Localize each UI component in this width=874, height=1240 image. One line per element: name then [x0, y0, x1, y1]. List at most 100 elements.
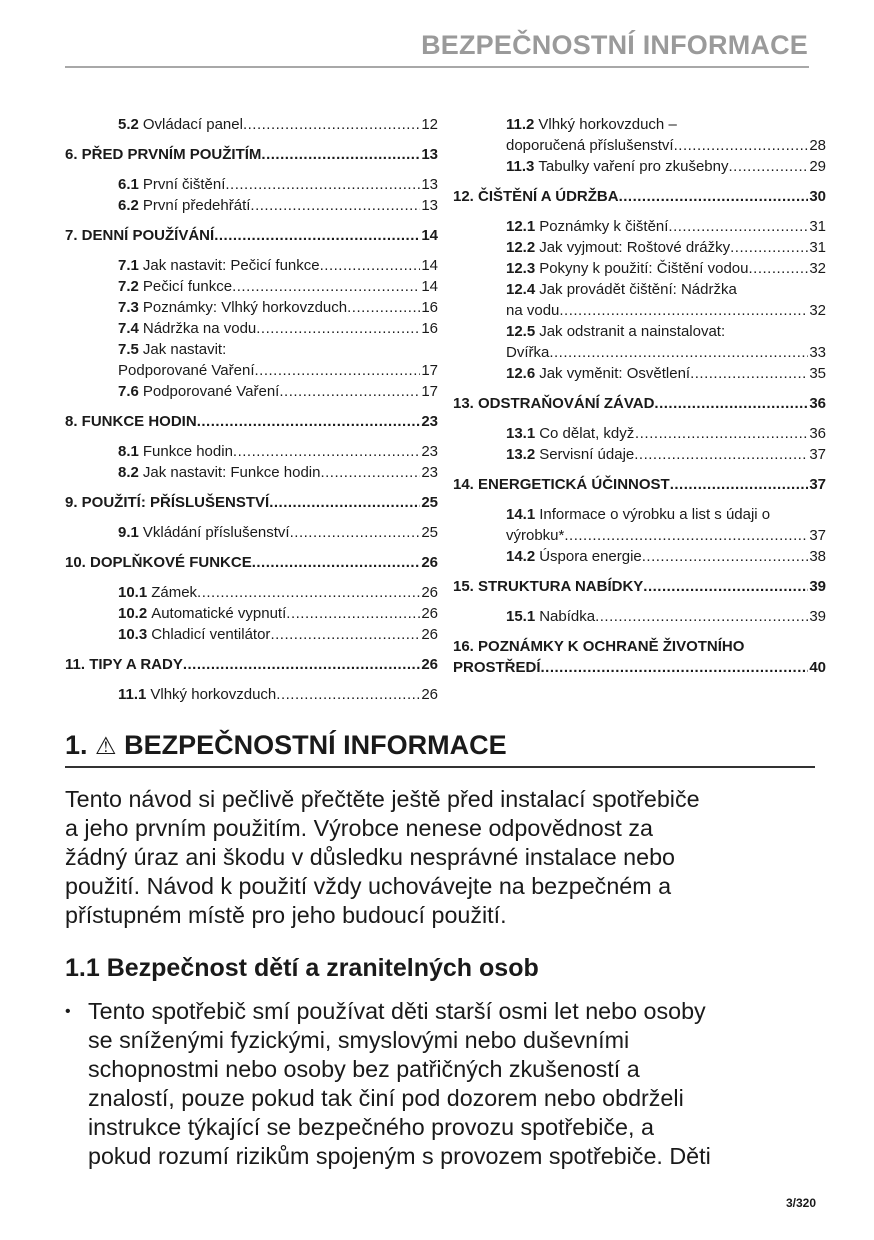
toc-entry-title: Servisní údaje [539, 446, 635, 463]
toc-entry[interactable]: 8. FUNKCE HODIN 23 [65, 411, 438, 432]
toc-entry[interactable]: 6. PŘED PRVNÍM POUŽITÍM 13 [65, 144, 438, 165]
toc-entry-page: 38 [809, 548, 826, 565]
toc-dot-leader [748, 258, 808, 279]
toc-entry-title: Jak vyjmout: Roštové drážky [539, 239, 731, 256]
toc-entry-page: 32 [809, 260, 826, 277]
toc-entry-page: 39 [809, 578, 826, 595]
toc-entry-number: 12.3 [506, 260, 536, 277]
toc-entry-number: 14.1 [506, 506, 536, 523]
toc-entry-page: 16 [421, 320, 438, 337]
toc-entry-page: 40 [809, 659, 826, 676]
paragraph-line: použití. Návod k použití vždy uchovávejt… [65, 873, 672, 899]
toc-entry-page: 37 [809, 476, 826, 493]
bullet-line: schopnostmi nebo osoby bez patřičných zk… [88, 1056, 640, 1082]
toc-entry-number: 10.1 [118, 584, 148, 601]
toc-entry-title: Jak vyměnit: Osvětlení [539, 365, 691, 382]
toc-entry[interactable]: Dvířka 33 [453, 342, 826, 363]
toc-entry-title: Pečicí funkce [142, 278, 233, 295]
toc-entry-line[interactable]: 16. POZNÁMKY K OCHRANĚ ŽIVOTNÍHO [453, 636, 826, 657]
toc-entry-number: 11.1 [118, 686, 147, 703]
toc-dot-leader [634, 444, 808, 465]
toc-entry-number: 11.2 [506, 116, 535, 133]
toc-entry-title: 12. ČIŠTĚNÍ A ÚDRŽBA [453, 188, 619, 205]
toc-entry[interactable]: PROSTŘEDÍ 40 [453, 657, 826, 678]
toc-entry-title: 13. ODSTRAŇOVÁNÍ ZÁVAD [453, 395, 655, 412]
toc-entry-number: 10.3 [118, 626, 148, 643]
bullet-line: pokud rozumí rizikům spojeným s provozem… [88, 1143, 711, 1169]
toc-entry-number: 15.1 [506, 608, 536, 625]
toc-entry-line[interactable]: 11.2 Vlhký horkovzduch – [453, 114, 826, 135]
toc-entry[interactable]: 13.1Co dělat, když… 36 [453, 423, 826, 444]
toc-entry-page: 26 [421, 605, 438, 622]
toc-entry-page: 14 [421, 278, 438, 295]
toc-entry-title: Dvířka [506, 344, 550, 361]
toc-entry-number: 10.2 [118, 605, 148, 622]
toc-dot-leader [233, 441, 420, 462]
toc-entry[interactable]: 10. DOPLŇKOVÉ FUNKCE 26 [65, 552, 438, 573]
toc-entry-title: 7. DENNÍ POUŽÍVÁNÍ [65, 227, 215, 244]
toc-entry-number: 14.2 [506, 548, 536, 565]
toc-entry-title: Jak odstranit a nainstalovat: [539, 323, 726, 340]
toc-dot-leader [197, 411, 421, 432]
bullet-line: Tento spotřebič smí používat děti starší… [88, 998, 706, 1024]
toc-entry[interactable]: 9. POUŽITÍ: PŘÍSLUŠENSTVÍ 25 [65, 492, 438, 513]
toc-entry-title: Tabulky vaření pro zkušebny [538, 158, 729, 175]
toc-entry-title: Informace o výrobku a list s údaji o [539, 506, 771, 523]
toc-entry[interactable]: Podporované Vaření 17 [65, 360, 438, 381]
bullet-line: se sníženými fyzickými, smyslovými nebo … [88, 1027, 630, 1053]
intro-paragraph: Tento návod si pečlivě přečtěte ještě př… [65, 785, 700, 930]
toc-entry-title: Jak nastavit: Funkce hodin [142, 464, 321, 481]
toc-dot-leader [290, 522, 421, 543]
toc-entry-line[interactable]: 12.5 Jak odstranit a nainstalovat: [453, 321, 826, 342]
toc-entry-title: Poznámky: Vlhký horkovzduch [142, 299, 348, 316]
toc-entry-title: 15. STRUKTURA NABÍDKY [453, 578, 644, 595]
paragraph-line: Tento návod si pečlivě přečtěte ještě př… [65, 786, 700, 812]
toc-entry[interactable]: 11. TIPY A RADY 26 [65, 654, 438, 675]
toc-entry[interactable]: 15. STRUKTURA NABÍDKY 39 [453, 576, 826, 597]
toc-entry-page: 14 [421, 257, 438, 274]
toc-entry-title: Poznámky k čištění [539, 218, 669, 235]
toc-entry[interactable]: doporučená příslušenství 28 [453, 135, 826, 156]
toc-dot-leader [269, 492, 420, 513]
toc-entry-title: na vodu [506, 302, 560, 319]
toc-entry[interactable]: na vodu 32 [453, 300, 826, 321]
toc-entry[interactable]: výrobku* 37 [453, 525, 826, 546]
toc-entry-line[interactable]: 12.4 Jak provádět čištění: Nádržka [453, 279, 826, 300]
toc-dot-leader [320, 462, 420, 483]
toc-entry-title: 16. POZNÁMKY K OCHRANĚ ŽIVOTNÍHO [453, 638, 745, 655]
toc-entry[interactable]: 7. DENNÍ POUŽÍVÁNÍ 14 [65, 225, 438, 246]
toc-entry-line[interactable]: 14.1 Informace o výrobku a list s údaji o [453, 504, 826, 525]
toc-entry[interactable]: 14. ENERGETICKÁ ÚČINNOST 37 [453, 474, 826, 495]
toc-entry-number: 7.6 [118, 383, 139, 400]
toc-right-column: 11.2 Vlhký horkovzduch – doporučená příslu… [453, 114, 826, 687]
toc-entry[interactable]: 12. ČIŠTĚNÍ A ÚDRŽBA 30 [453, 186, 826, 207]
toc-entry[interactable]: 13. ODSTRAŇOVÁNÍ ZÁVAD 36 [453, 393, 826, 414]
toc-entry-line[interactable]: 7.5 Jak nastavit: [65, 339, 438, 360]
toc-entry-page: 31 [809, 218, 826, 235]
toc-dot-leader [320, 255, 421, 276]
toc-dot-leader [256, 318, 420, 339]
